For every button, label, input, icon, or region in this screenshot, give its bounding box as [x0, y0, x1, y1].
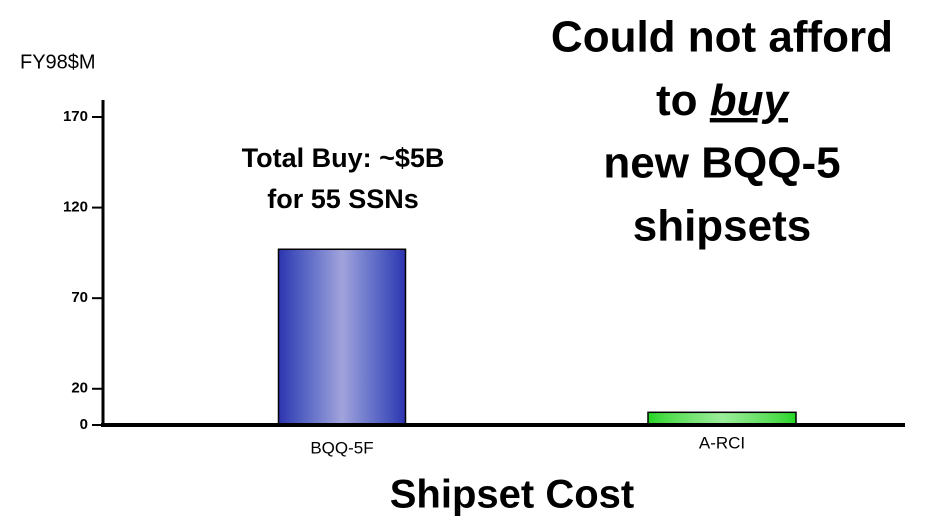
callout: shipsets	[633, 202, 812, 251]
callout-emphasis: buy	[710, 76, 791, 125]
annotation: Total Buy: ~$5B	[242, 143, 445, 173]
callout: to buy	[656, 76, 791, 125]
callout: new BQQ-5	[603, 139, 840, 188]
y-tick-label: 20	[71, 380, 88, 397]
chart-title: Shipset Cost	[390, 473, 634, 517]
y-tick-label: 0	[80, 416, 88, 433]
annotation: for 55 SSNs	[267, 184, 419, 214]
callout-text: to	[656, 76, 698, 125]
x-tick-label: BQQ-5F	[310, 438, 373, 457]
y-tick-label: 170	[63, 108, 88, 125]
y-axis-label: FY98$M	[20, 51, 96, 73]
callout-spacer	[698, 76, 710, 125]
y-tick-label: 120	[63, 199, 88, 216]
x-tick-label: A-RCI	[699, 433, 745, 452]
y-tick-label: 70	[71, 289, 88, 306]
callout: Could not afford	[551, 13, 893, 62]
bar	[277, 248, 407, 426]
